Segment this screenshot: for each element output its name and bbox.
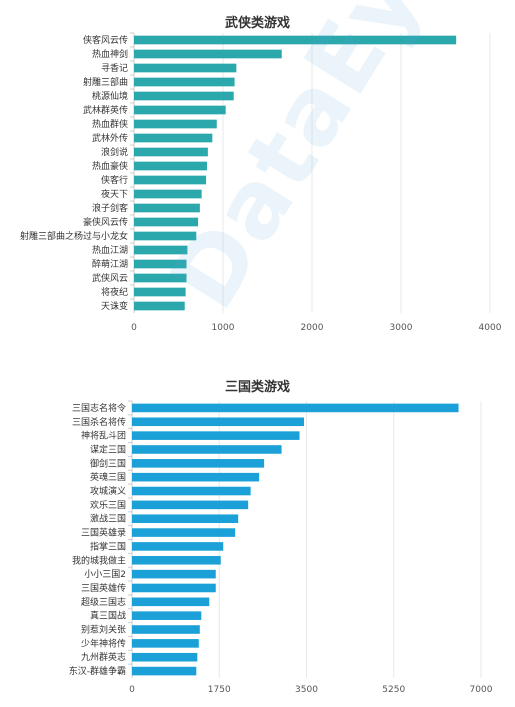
x-tick-label: 2000 <box>301 323 324 333</box>
category-label: 谋定三国 <box>90 443 126 455</box>
x-tick-label: 3000 <box>390 323 413 333</box>
bar <box>132 597 210 607</box>
x-tick-label: 1750 <box>208 685 231 695</box>
category-label: 浪剑说 <box>101 146 128 158</box>
x-tick-label: 3500 <box>295 685 318 695</box>
x-tick-label: 0 <box>129 685 135 695</box>
category-label: 三国志名将令 <box>72 402 126 414</box>
category-label: 射雕三部曲 <box>83 76 128 88</box>
bar <box>134 63 237 73</box>
bar <box>132 528 236 537</box>
bar <box>132 417 305 427</box>
category-label: 御剑三国 <box>90 457 126 469</box>
category-label: 侠客风云传 <box>83 34 128 46</box>
category-label: 我的城我做主 <box>72 554 126 566</box>
category-label: 真三国战 <box>90 610 126 622</box>
bar <box>134 301 185 311</box>
category-label: 热血神剑 <box>92 48 128 60</box>
bar <box>132 555 221 565</box>
category-label: 少年神将传 <box>81 637 126 649</box>
bar <box>134 77 235 87</box>
bar <box>132 569 216 579</box>
category-label: 神将乱斗团 <box>81 430 126 442</box>
category-label: 醉萌江湖 <box>92 258 128 270</box>
category-label: 激战三国 <box>90 513 126 525</box>
bar <box>134 203 200 213</box>
bar <box>132 652 198 662</box>
category-label: 天诛变 <box>101 300 128 312</box>
category-label: 九州群英志 <box>81 651 126 663</box>
category-label: 三国英雄录 <box>81 527 126 539</box>
bar <box>134 35 457 45</box>
bar <box>132 666 197 676</box>
bar <box>134 189 202 199</box>
x-tick-label: 4000 <box>479 323 502 333</box>
x-tick-label: 5250 <box>382 685 405 695</box>
bar <box>134 105 226 115</box>
bar <box>132 459 265 468</box>
sanguo-chart-svg: 三国志名将令三国杀名将传神将乱斗团谋定三国御剑三国英魂三国攻城演义欢乐三国激战三… <box>69 400 493 695</box>
bar <box>132 583 216 593</box>
category-label: 欢乐三国 <box>90 499 126 511</box>
category-label: 热血豪侠 <box>92 160 128 172</box>
category-label: 东汉-群雄争霸 <box>69 665 126 677</box>
category-label: 英魂三国 <box>90 471 126 483</box>
bar <box>132 472 260 482</box>
category-label: 侠客行 <box>101 174 128 186</box>
category-label: 武侠风云 <box>92 272 128 284</box>
bar <box>134 231 197 241</box>
bar <box>132 445 282 454</box>
category-label: 别惹刘关张 <box>81 624 126 636</box>
chart-title: 三国类游戏 <box>224 380 290 395</box>
bar <box>134 287 186 297</box>
category-label: 豪侠风云传 <box>83 216 128 228</box>
category-label: 将夜纪 <box>101 286 128 298</box>
category-label: 热血群侠 <box>92 118 128 130</box>
category-label: 武林群英传 <box>83 104 128 116</box>
category-label: 小小三国2 <box>84 569 126 580</box>
bar <box>132 514 239 524</box>
bar <box>134 273 187 283</box>
bar <box>134 259 187 269</box>
category-label: 超级三国志 <box>81 596 126 608</box>
category-label: 三国英雄传 <box>81 582 126 594</box>
x-tick-label: 0 <box>131 323 137 333</box>
x-tick-label: 1000 <box>212 323 235 333</box>
bar <box>134 49 282 59</box>
category-label: 浪子剑客 <box>92 202 128 214</box>
category-label: 射雕三部曲之杨过与小龙女 <box>20 230 128 242</box>
bar <box>132 486 251 496</box>
x-tick-label: 7000 <box>470 685 493 695</box>
bar <box>132 611 202 620</box>
bar <box>132 403 459 413</box>
bar <box>134 161 207 171</box>
bar <box>134 119 217 129</box>
bar <box>134 147 208 157</box>
bar <box>132 431 300 440</box>
category-label: 热血江湖 <box>92 244 128 256</box>
bar <box>134 217 199 227</box>
category-label: 攻城演义 <box>90 485 126 497</box>
category-label: 武林外传 <box>92 132 128 144</box>
category-label: 桃源仙境 <box>92 90 128 102</box>
bar <box>132 639 199 648</box>
category-label: 三国杀名将传 <box>72 416 126 428</box>
category-label: 寻香记 <box>101 63 128 74</box>
wuxia-chart-svg: 侠客风云传热血神剑寻香记射雕三部曲桃源仙境武林群英传热血群侠武林外传浪剑说热血豪… <box>20 32 502 333</box>
bar <box>134 133 213 143</box>
bar <box>132 500 249 510</box>
category-label: 夜天下 <box>101 188 128 200</box>
chart-title: 武侠类游戏 <box>224 16 290 31</box>
bar <box>132 542 224 551</box>
wuxia-games-chart: 武侠类游戏 侠客风云传热血神剑寻香记射雕三部曲桃源仙境武林群英传热血群侠武林外传… <box>0 0 515 350</box>
bar <box>132 625 200 634</box>
category-label: 指掌三国 <box>90 540 126 552</box>
sanguo-games-chart: 三国类游戏 三国志名将令 三国杀名将传神将乱斗团 谋定三国御剑三国英魂三国攻城演义欢… <box>0 370 515 707</box>
bar <box>134 175 207 185</box>
bar <box>134 91 234 101</box>
bar <box>134 245 188 255</box>
